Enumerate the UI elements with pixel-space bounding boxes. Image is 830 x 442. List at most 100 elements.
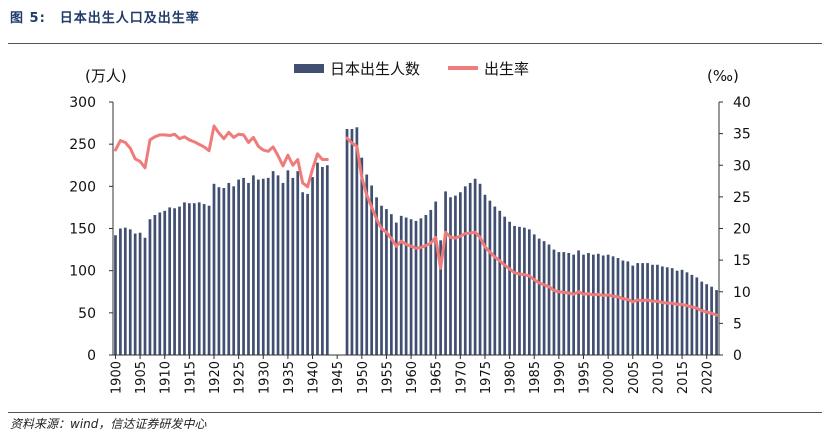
bar-2014 xyxy=(675,270,679,355)
bar-1926 xyxy=(242,177,245,355)
bar-1919 xyxy=(207,205,211,355)
bar-1952 xyxy=(370,185,374,355)
bar-1999 xyxy=(601,255,605,355)
x-tick-label: 1925 xyxy=(233,361,248,394)
left-axis-unit: (万人) xyxy=(85,67,127,85)
legend-line-label: 出生率 xyxy=(484,60,529,78)
x-tick-label: 2020 xyxy=(701,361,716,394)
bottom-rule xyxy=(8,412,822,413)
bar-2020 xyxy=(705,284,709,355)
x-tick-label: 1940 xyxy=(307,361,322,394)
x-tick-label: 1950 xyxy=(356,361,371,394)
bar-2015 xyxy=(680,269,684,355)
x-tick-label: 1905 xyxy=(134,361,149,394)
bar-1978 xyxy=(498,210,502,355)
legend: 日本出生人数 出生率 xyxy=(294,60,529,78)
bar-1956 xyxy=(390,214,393,355)
birth-chart: 日本出生人数 出生率 (万人) (‰) 0 50 100 150 200 250 300 0… xyxy=(69,60,751,394)
bar-1962 xyxy=(419,218,423,355)
x-tick-label: 1965 xyxy=(430,361,445,394)
x-tick-label: 2005 xyxy=(627,361,642,394)
x-tick-label: 1930 xyxy=(257,361,272,394)
bar-1907 xyxy=(148,219,152,355)
bar-1986 xyxy=(537,238,541,355)
bar-1906 xyxy=(143,237,147,355)
bar-1982 xyxy=(518,226,521,355)
bar-1909 xyxy=(158,212,162,355)
bar-2001 xyxy=(611,256,615,355)
bar-1990 xyxy=(557,252,561,355)
bar-2016 xyxy=(685,272,689,355)
x-tick-label: 2000 xyxy=(602,361,617,394)
bar-1902 xyxy=(123,227,127,355)
figure-title-text: 日本出生人口及出生率 xyxy=(59,11,200,26)
bar-1960 xyxy=(409,219,413,355)
bar-1980 xyxy=(508,221,511,355)
x-tick-label: 1985 xyxy=(528,361,543,394)
bar-1963 xyxy=(424,215,428,355)
bar-1992 xyxy=(567,252,571,355)
bar-1984 xyxy=(527,229,531,355)
bar-2008 xyxy=(646,263,649,355)
bar-2000 xyxy=(606,254,610,355)
bar-1930 xyxy=(261,178,265,355)
bar-1924 xyxy=(232,186,236,355)
bar-1985 xyxy=(532,234,536,355)
bar-1976 xyxy=(488,200,492,355)
bar-2010 xyxy=(656,264,659,355)
bar-1958 xyxy=(399,215,403,355)
bar-2005 xyxy=(631,265,635,355)
left-tick-label: 50 xyxy=(78,306,96,322)
x-tick-label: 1935 xyxy=(282,361,297,394)
bar-2013 xyxy=(670,268,674,355)
bar-2002 xyxy=(616,258,620,355)
figure-number: 图 5: xyxy=(10,11,46,26)
bar-1929 xyxy=(256,179,260,355)
bar-1912 xyxy=(173,208,176,355)
right-tick-label: 25 xyxy=(733,190,751,206)
bar-1900 xyxy=(114,235,117,355)
bar-1981 xyxy=(513,225,516,355)
bar-1940 xyxy=(311,177,314,355)
bar-1968 xyxy=(449,197,452,355)
source-note: 资料来源：wind，信达证券研发中心 xyxy=(10,417,207,431)
bar-1911 xyxy=(168,207,172,355)
bar-1965 xyxy=(434,201,438,355)
bar-1972 xyxy=(468,182,472,355)
legend-bar-label: 日本出生人数 xyxy=(330,60,420,78)
bar-1908 xyxy=(153,215,157,355)
x-tick-label: 1970 xyxy=(454,361,469,394)
bar-2018 xyxy=(695,277,699,355)
bar-2006 xyxy=(636,263,640,355)
bar-2021 xyxy=(710,286,713,355)
left-tick-label: 300 xyxy=(69,95,96,111)
bar-1938 xyxy=(301,192,305,355)
bar-1966 xyxy=(439,240,442,355)
bar-1905 xyxy=(138,232,142,355)
bar-1970 xyxy=(458,192,462,355)
bar-1993 xyxy=(572,254,576,355)
top-rule xyxy=(8,43,822,44)
right-tick-label: 35 xyxy=(733,127,751,143)
bar-1979 xyxy=(503,216,507,355)
x-tick-label: 1980 xyxy=(504,361,519,394)
bar-1918 xyxy=(202,204,206,355)
bar-1949 xyxy=(355,127,359,355)
bar-2003 xyxy=(621,260,625,355)
bar-1983 xyxy=(523,227,526,355)
bar-1967 xyxy=(444,191,447,355)
bar-2011 xyxy=(660,266,664,355)
bar-1991 xyxy=(562,252,566,355)
left-tick-label: 150 xyxy=(69,222,96,238)
right-tick-label: 10 xyxy=(733,285,751,301)
bar-1942 xyxy=(321,166,324,355)
x-tick-label: 2010 xyxy=(651,361,666,394)
bar-1953 xyxy=(375,197,378,355)
bar-1994 xyxy=(577,250,580,355)
bar-1969 xyxy=(454,195,457,355)
bar-2004 xyxy=(626,261,630,355)
bar-2009 xyxy=(651,264,654,355)
birth-rate-line xyxy=(113,124,719,317)
bar-1927 xyxy=(247,182,250,355)
bar-1920 xyxy=(212,183,216,355)
